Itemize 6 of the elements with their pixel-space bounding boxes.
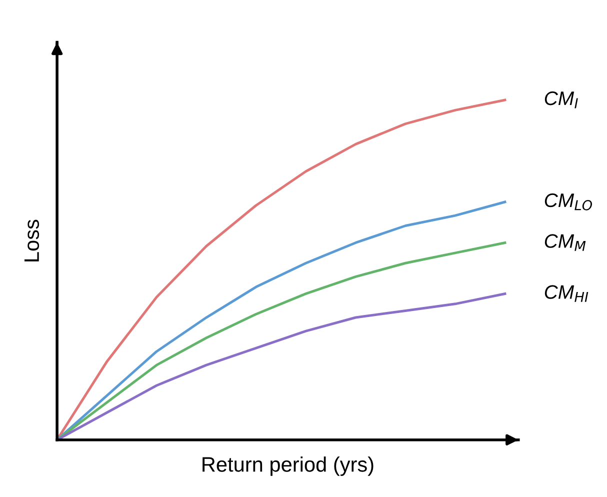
x-axis-title: Return period (yrs) <box>202 456 374 476</box>
text: CM$_{HI}$ <box>544 285 588 302</box>
y-axis-title: Loss <box>24 220 40 262</box>
text: CM$_{I}$ <box>544 91 578 108</box>
text: CM$_{LO}$ <box>544 193 592 210</box>
text: CM$_{M}$ <box>544 234 586 251</box>
